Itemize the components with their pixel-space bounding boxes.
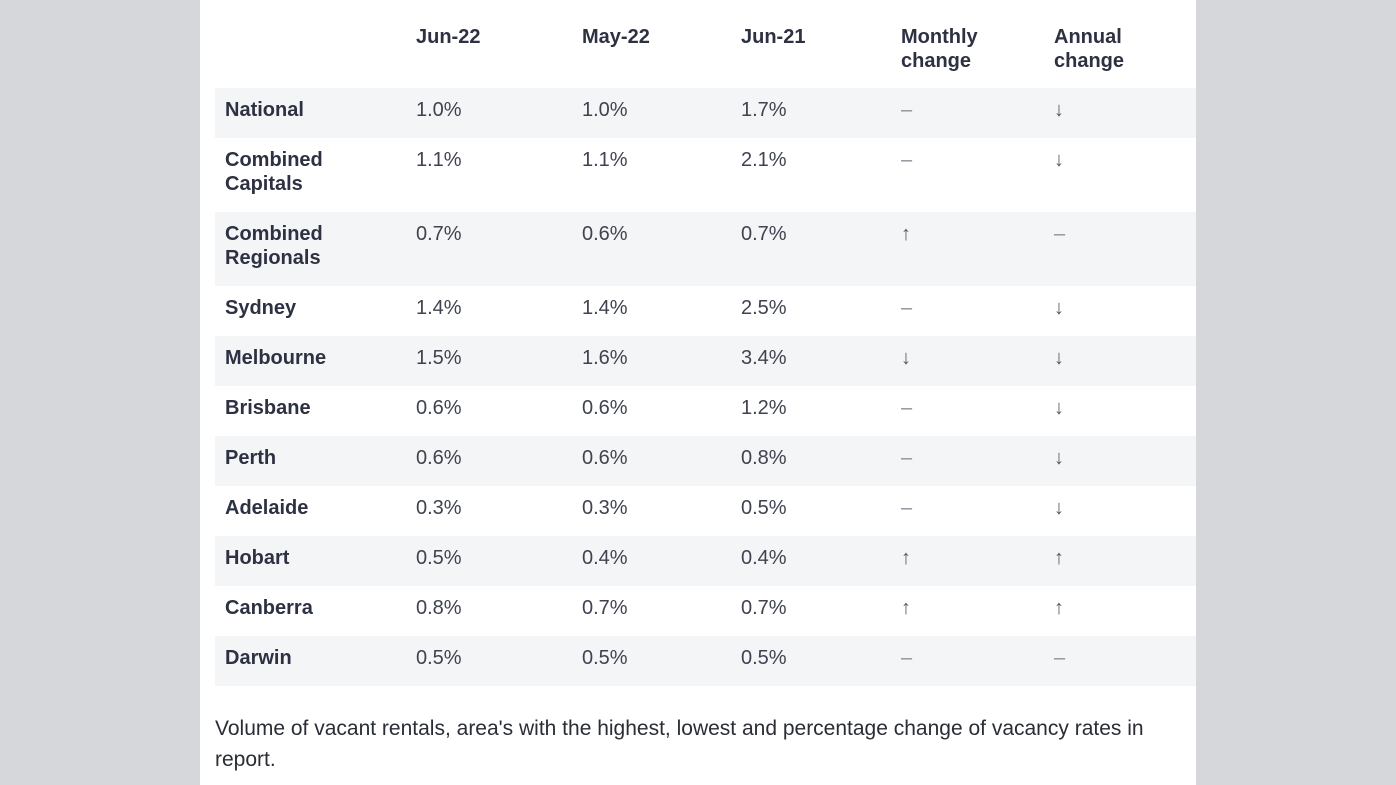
monthly-change-cell: – bbox=[901, 149, 913, 171]
table-row: Sydney 1.4% 1.4% 2.5% – ↓ bbox=[215, 286, 1196, 336]
header-jun-22: Jun-22 bbox=[416, 26, 481, 48]
table-row: Hobart 0.5% 0.4% 0.4% ↑ ↑ bbox=[215, 536, 1196, 586]
table-caption: Volume of vacant rentals, area's with th… bbox=[215, 717, 1144, 771]
jun-21-cell: 0.5% bbox=[741, 497, 787, 519]
jun-21-cell: 2.1% bbox=[741, 149, 787, 171]
monthly-change-cell: – bbox=[901, 297, 913, 319]
jun-21-cell: 3.4% bbox=[741, 347, 787, 369]
monthly-change-cell: ↑ bbox=[901, 547, 911, 569]
annual-change-cell: – bbox=[1054, 647, 1066, 669]
annual-change-cell: ↓ bbox=[1054, 149, 1064, 171]
region-cell: Hobart bbox=[225, 547, 290, 569]
region-cell: Adelaide bbox=[225, 497, 309, 519]
jun-22-cell: 0.6% bbox=[416, 447, 462, 469]
monthly-change-cell: ↑ bbox=[901, 597, 911, 619]
annual-change-cell: ↓ bbox=[1054, 497, 1064, 519]
may-22-cell: 1.6% bbox=[582, 347, 628, 369]
monthly-change-cell: – bbox=[901, 447, 913, 469]
monthly-change-cell: – bbox=[901, 647, 913, 669]
table-row: Darwin 0.5% 0.5% 0.5% – – bbox=[215, 636, 1196, 686]
monthly-change-cell: – bbox=[901, 99, 913, 121]
jun-22-cell: 0.5% bbox=[416, 547, 462, 569]
may-22-cell: 0.6% bbox=[582, 223, 628, 245]
region-cell: National bbox=[225, 99, 304, 121]
may-22-cell: 0.3% bbox=[582, 497, 628, 519]
table-row: Adelaide 0.3% 0.3% 0.5% – ↓ bbox=[215, 486, 1196, 536]
jun-22-cell: 0.5% bbox=[416, 647, 462, 669]
annual-change-cell: – bbox=[1054, 223, 1066, 245]
jun-21-cell: 0.5% bbox=[741, 647, 787, 669]
jun-22-cell: 0.7% bbox=[416, 223, 462, 245]
monthly-change-cell: ↑ bbox=[901, 223, 911, 245]
header-monthly-change-line2: change bbox=[901, 50, 972, 72]
header-monthly-change: Monthly change bbox=[891, 0, 1044, 88]
region-cell: Combined Regionals bbox=[225, 223, 323, 269]
annual-change-cell: ↓ bbox=[1054, 397, 1064, 419]
jun-22-cell: 1.1% bbox=[416, 149, 462, 171]
jun-21-cell: 0.8% bbox=[741, 447, 787, 469]
jun-21-cell: 0.4% bbox=[741, 547, 787, 569]
jun-22-cell: 1.5% bbox=[416, 347, 462, 369]
jun-22-cell: 0.6% bbox=[416, 397, 462, 419]
annual-change-cell: ↓ bbox=[1054, 297, 1064, 319]
jun-22-cell: 0.8% bbox=[416, 597, 462, 619]
annual-change-cell: ↓ bbox=[1054, 347, 1064, 369]
region-cell: Perth bbox=[225, 447, 277, 469]
annual-change-cell: ↑ bbox=[1054, 547, 1064, 569]
header-annual-change-line2: change bbox=[1054, 50, 1125, 72]
header-jun-21: Jun-21 bbox=[741, 26, 806, 48]
jun-21-cell: 1.2% bbox=[741, 397, 787, 419]
table-row: Canberra 0.8% 0.7% 0.7% ↑ ↑ bbox=[215, 586, 1196, 636]
annual-change-cell: ↓ bbox=[1054, 99, 1064, 121]
region-cell: Darwin bbox=[225, 647, 292, 669]
may-22-cell: 0.5% bbox=[582, 647, 628, 669]
jun-22-cell: 1.4% bbox=[416, 297, 462, 319]
table-row: Melbourne 1.5% 1.6% 3.4% ↓ ↓ bbox=[215, 336, 1196, 386]
jun-22-cell: 1.0% bbox=[416, 99, 462, 121]
monthly-change-cell: – bbox=[901, 397, 913, 419]
table-row: Perth 0.6% 0.6% 0.8% – ↓ bbox=[215, 436, 1196, 486]
may-22-cell: 0.7% bbox=[582, 597, 628, 619]
table-row: Combined Regionals 0.7% 0.6% 0.7% ↑ – bbox=[215, 212, 1196, 286]
header-annual-change-line1: Annual bbox=[1054, 26, 1122, 48]
may-22-cell: 0.6% bbox=[582, 397, 628, 419]
annual-change-cell: ↓ bbox=[1054, 447, 1064, 469]
may-22-cell: 0.6% bbox=[582, 447, 628, 469]
monthly-change-cell: – bbox=[901, 497, 913, 519]
table-row: Brisbane 0.6% 0.6% 1.2% – ↓ bbox=[215, 386, 1196, 436]
table-row: Combined Capitals 1.1% 1.1% 2.1% – ↓ bbox=[215, 138, 1196, 212]
header-monthly-change-line1: Monthly bbox=[901, 26, 978, 48]
may-22-cell: 0.4% bbox=[582, 547, 628, 569]
jun-21-cell: 0.7% bbox=[741, 223, 787, 245]
region-cell: Combined Capitals bbox=[225, 149, 323, 195]
article-page: Jun-22 May-22 Jun-21 Monthly change Annu… bbox=[200, 0, 1196, 785]
jun-22-cell: 0.3% bbox=[416, 497, 462, 519]
region-cell: Canberra bbox=[225, 597, 313, 619]
region-cell: Brisbane bbox=[225, 397, 311, 419]
monthly-change-cell: ↓ bbox=[901, 347, 911, 369]
header-may-22: May-22 bbox=[582, 26, 650, 48]
region-cell: Sydney bbox=[225, 297, 297, 319]
table-header-row: Jun-22 May-22 Jun-21 Monthly change Annu… bbox=[215, 0, 1196, 88]
annual-change-cell: ↑ bbox=[1054, 597, 1064, 619]
vacancy-rates-table: Jun-22 May-22 Jun-21 Monthly change Annu… bbox=[215, 0, 1196, 686]
region-cell: Melbourne bbox=[225, 347, 327, 369]
table-row: National 1.0% 1.0% 1.7% – ↓ bbox=[215, 88, 1196, 138]
may-22-cell: 1.1% bbox=[582, 149, 628, 171]
jun-21-cell: 1.7% bbox=[741, 99, 787, 121]
may-22-cell: 1.4% bbox=[582, 297, 628, 319]
jun-21-cell: 0.7% bbox=[741, 597, 787, 619]
header-region bbox=[215, 0, 406, 88]
may-22-cell: 1.0% bbox=[582, 99, 628, 121]
jun-21-cell: 2.5% bbox=[741, 297, 787, 319]
header-annual-change: Annual change bbox=[1044, 0, 1196, 88]
